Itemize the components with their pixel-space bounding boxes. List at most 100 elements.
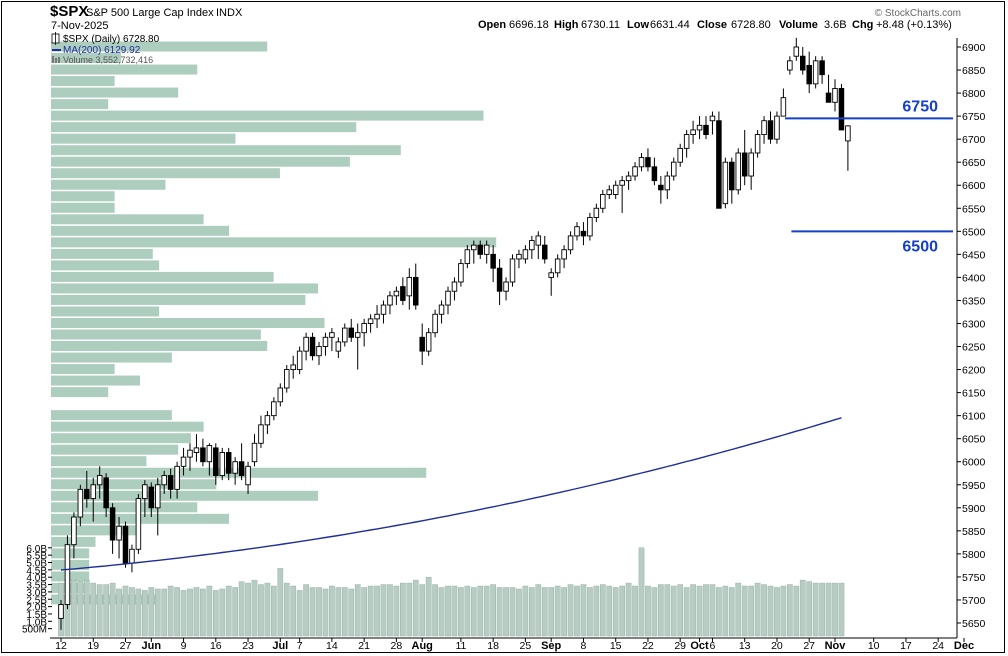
volume-by-price-bar (51, 375, 141, 386)
candle-body (116, 525, 122, 541)
volume-bar (748, 585, 754, 637)
volume-bar (464, 585, 471, 637)
volume-bar (832, 582, 838, 637)
candle-body (522, 249, 529, 260)
candle-body (600, 194, 606, 209)
symbol: $SPX (50, 3, 88, 20)
candle-body (387, 295, 393, 306)
price-tick-label: 5850 (962, 526, 986, 538)
volume-bar (354, 584, 361, 637)
candle-body (800, 55, 806, 71)
price-tick-label: 6150 (962, 388, 986, 400)
volume-bar (361, 587, 367, 637)
low-label: Low (627, 19, 649, 31)
candle-body (806, 64, 812, 85)
price-tick-label: 6500 (962, 226, 986, 238)
volume-bar (335, 587, 342, 637)
candle-body (187, 449, 193, 458)
volume-bar (393, 585, 400, 637)
volume-by-price-bar (51, 53, 121, 64)
candle-body (96, 475, 103, 486)
volume-bar (658, 584, 664, 637)
legend-volume: Volume 3,552,732,416 (63, 55, 153, 65)
volume-bar (167, 585, 174, 637)
candle-body (516, 253, 522, 260)
chg-value: +8.48 (+0.13%) (876, 19, 952, 31)
candle-body (109, 507, 116, 541)
volume-bar (432, 584, 438, 637)
candle-body (729, 161, 735, 191)
volume-bar (251, 579, 258, 637)
volume-bar (535, 584, 542, 637)
volume-by-price-bar (51, 467, 427, 478)
candle-body (477, 244, 484, 255)
candle-body (690, 129, 696, 136)
candle-body (361, 323, 367, 334)
date-tick-label: Aug (412, 640, 433, 652)
volume-bar (728, 587, 735, 637)
volume-bar (400, 582, 406, 637)
candle-body (419, 336, 425, 352)
candle-body (400, 286, 406, 301)
volume-bar (580, 584, 587, 637)
candle-body (335, 341, 342, 352)
volume-by-price-bar (51, 456, 147, 467)
volume-tick-label: 5.0B (26, 559, 47, 570)
price-tick-label: 5800 (962, 549, 986, 561)
volume-bar (509, 587, 516, 637)
price-tick-label: 6400 (962, 272, 986, 284)
date-tick-label: 20 (771, 640, 783, 652)
volume-bar (812, 582, 819, 637)
date-tick-label: 24 (932, 640, 944, 652)
volume-bar (548, 587, 555, 637)
candle-body (393, 290, 400, 297)
candle-body (496, 267, 503, 292)
annotation-label-6750: 6750 (902, 98, 938, 115)
volume-by-price-bar (51, 421, 204, 432)
candle-body (767, 120, 774, 140)
candle-body (542, 244, 548, 260)
candle-body (84, 488, 90, 500)
volume-bar (470, 587, 477, 637)
volume-bar (754, 582, 761, 637)
volume-bar (225, 585, 232, 637)
annotation-label-6500: 6500 (902, 238, 938, 255)
candle-body (271, 401, 277, 417)
candle-body (754, 134, 761, 154)
volume-by-price-bar (51, 76, 115, 87)
volume-tick-label: 3.0B (26, 588, 47, 599)
volume-by-price-bar (51, 410, 172, 421)
volume-by-price-bar (51, 145, 401, 156)
volume-bar (316, 587, 322, 637)
candle-body (413, 276, 419, 306)
volume-bar (780, 585, 787, 637)
price-tick-label: 6000 (962, 457, 986, 469)
candle-body (213, 447, 219, 476)
volume-bar (477, 585, 484, 637)
volume-bar (793, 585, 800, 637)
date-tick-label: 6 (710, 640, 716, 652)
candle-body (716, 120, 722, 209)
volume-tick-label: 2.5B (26, 595, 47, 606)
volume-by-price-bar (51, 364, 115, 375)
legend-price: $SPX (Daily) 6728.80 (63, 34, 160, 45)
volume-by-price-bar (51, 260, 160, 271)
volume-bar (767, 585, 774, 637)
volume-bar (277, 568, 284, 637)
candle-body (509, 258, 516, 283)
volume-bar (90, 582, 97, 637)
date-tick-label: 27 (120, 640, 132, 652)
candle-body (354, 332, 361, 338)
price-tick-label: 6650 (962, 157, 986, 169)
volume-bar (109, 582, 116, 637)
volume-bar (651, 587, 658, 637)
volume-by-price-bar (51, 490, 319, 501)
candle-body (296, 350, 303, 371)
candle-body (819, 60, 825, 76)
volume-bar (451, 585, 458, 637)
volume-by-price-bar (51, 433, 191, 444)
candle-body (825, 92, 832, 103)
volume-bar (587, 587, 593, 637)
candle-body (303, 336, 309, 352)
